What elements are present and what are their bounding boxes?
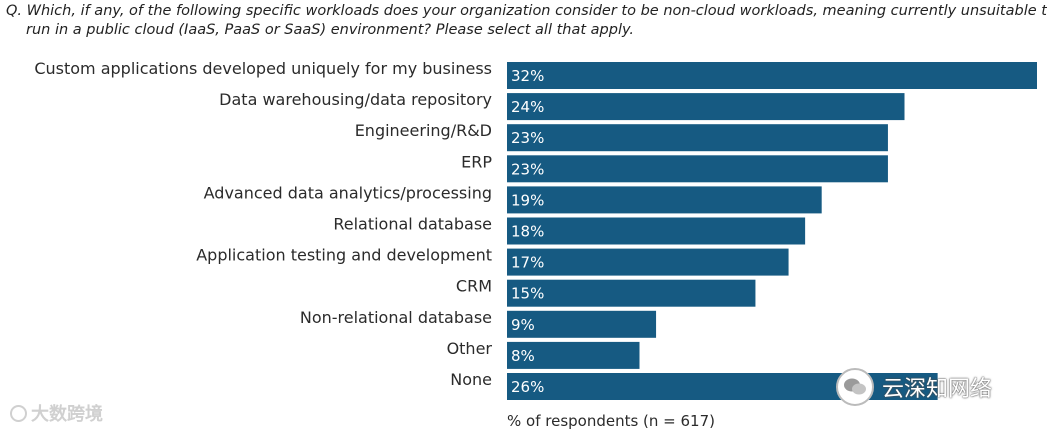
bar-7 bbox=[507, 279, 756, 307]
watermark-right-text: 云深知网络 bbox=[882, 377, 993, 402]
category-label: Relational database bbox=[333, 215, 492, 234]
category-label: Advanced data analytics/processing bbox=[204, 183, 492, 202]
value-label: 17% bbox=[511, 254, 544, 272]
bar-0 bbox=[507, 62, 1037, 89]
category-label: Application testing and development bbox=[196, 246, 492, 265]
x-axis-label: % of respondents (n = 617) bbox=[507, 412, 715, 430]
bar-8 bbox=[507, 310, 657, 338]
value-label: 32% bbox=[511, 67, 544, 85]
category-label: Non-relational database bbox=[300, 308, 492, 327]
wechat-icon bbox=[836, 368, 874, 406]
value-label: 23% bbox=[511, 129, 544, 147]
value-label: 19% bbox=[511, 191, 544, 209]
category-label: ERP bbox=[461, 152, 492, 171]
value-label: 23% bbox=[511, 160, 544, 178]
value-label: 18% bbox=[511, 223, 544, 241]
watermark-right: 云深知网络 bbox=[836, 368, 992, 406]
bar-5 bbox=[507, 217, 806, 245]
bar-4 bbox=[507, 186, 822, 214]
value-label: 8% bbox=[511, 347, 535, 365]
category-label: None bbox=[450, 370, 492, 389]
watermark-circle-icon bbox=[10, 404, 27, 422]
value-label: 24% bbox=[511, 98, 544, 116]
bar-2 bbox=[507, 124, 888, 152]
value-label: 9% bbox=[511, 316, 535, 334]
category-label: Engineering/R&D bbox=[355, 121, 492, 140]
watermark-left-text: 大数跨境 bbox=[31, 404, 103, 425]
bar-9 bbox=[507, 341, 640, 369]
category-label: Other bbox=[447, 339, 493, 358]
question-text: Q. Which, if any, of the following speci… bbox=[6, 3, 1047, 38]
category-label: CRM bbox=[456, 277, 492, 296]
value-label: 26% bbox=[511, 378, 544, 396]
bar-6 bbox=[507, 248, 789, 276]
bar-3 bbox=[507, 155, 888, 183]
watermark-left: 大数跨境 bbox=[10, 400, 103, 426]
category-label: Data warehousing/data repository bbox=[219, 90, 492, 109]
category-label: Custom applications developed uniquely f… bbox=[34, 59, 492, 78]
value-label: 15% bbox=[511, 285, 544, 303]
bar-1 bbox=[507, 93, 905, 121]
